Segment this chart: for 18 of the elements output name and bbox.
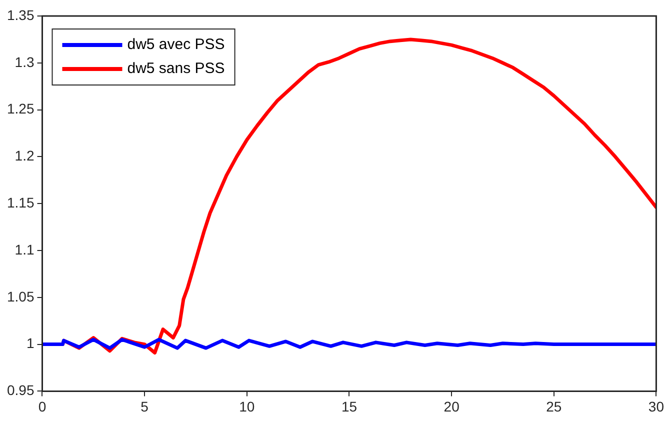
y-tick-label: 1.1 — [14, 241, 34, 258]
y-tick-label: 1.05 — [7, 288, 34, 304]
x-tick-label: 5 — [140, 398, 149, 414]
y-tick-label: 1.3 — [14, 54, 34, 70]
legend-label: dw5 avec PSS — [127, 36, 225, 54]
legend-label: dw5 sans PSS — [127, 60, 225, 78]
y-tick-label: 1.2 — [14, 148, 34, 164]
x-tick-label: 25 — [546, 398, 562, 414]
y-tick-label: 1.25 — [7, 100, 34, 117]
y-tick-label: 1.15 — [7, 194, 34, 210]
x-tick-label: 10 — [239, 398, 255, 414]
x-tick-label: 0 — [38, 398, 46, 414]
y-tick-label: 1.35 — [7, 6, 34, 23]
y-tick-label: 1 — [26, 335, 34, 352]
x-tick-label: 30 — [648, 398, 664, 414]
x-tick-label: 15 — [341, 398, 358, 414]
y-tick-label: 0.95 — [7, 382, 34, 398]
x-tick-label: 20 — [444, 398, 460, 414]
